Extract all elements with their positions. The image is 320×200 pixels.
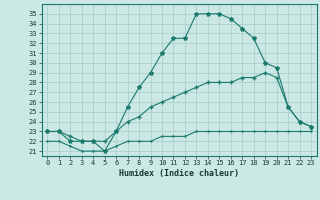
X-axis label: Humidex (Indice chaleur): Humidex (Indice chaleur) <box>119 169 239 178</box>
